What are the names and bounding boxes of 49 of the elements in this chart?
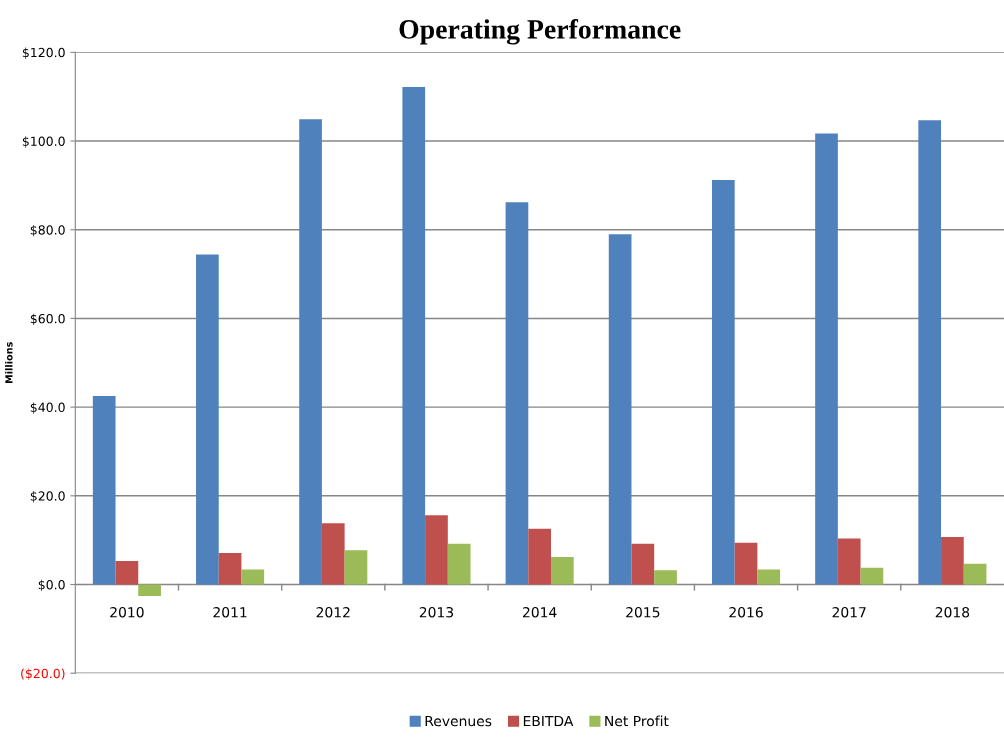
bar [918,120,942,585]
bar [837,538,861,585]
bar [344,550,368,585]
bar [711,180,735,585]
x-tick-label: 2018 [935,606,970,618]
bar [860,567,884,585]
bar [757,569,781,585]
bar [631,543,655,585]
y-tick-label: $40.0 [30,402,65,414]
bar [447,543,471,585]
x-tick-label: 2016 [729,606,763,618]
bar [425,515,448,585]
bar [815,133,838,585]
chart-title: Operating Performance [399,18,681,45]
legend-label: EBITDA [523,715,574,727]
bar [528,528,551,585]
x-tick-label: 2012 [316,606,350,618]
bar [734,542,758,585]
bar [218,553,242,585]
x-tick-label: 2014 [522,606,557,618]
y-tick-label: $120.0 [22,47,65,59]
legend-label: Revenues [425,715,492,727]
bar [321,523,345,585]
y-tick-label: $20.0 [30,491,65,503]
bar [138,584,161,597]
y-tick-label: $0.0 [38,579,65,592]
bar [241,569,265,585]
y-axis-title: Millions [5,342,13,384]
bar [551,557,574,585]
legend-label: Net Profit [605,715,669,727]
bar [654,570,677,585]
y-tick-label: $80.0 [30,224,65,237]
bar [963,563,987,585]
x-tick-label: 2015 [626,606,660,618]
x-tick-label: 2011 [213,606,247,618]
bar [299,119,322,585]
y-tick-label: $60.0 [30,313,65,326]
bar [196,254,219,585]
x-tick-label: 2010 [110,606,144,618]
y-tick-label: $100.0 [22,136,65,148]
x-tick-label: 2013 [419,606,454,618]
y-tick-label: ($20.0) [21,668,65,680]
x-tick-label: 2017 [832,606,866,618]
bar [608,234,632,585]
bar [92,396,116,585]
bar [402,86,426,585]
bar [505,202,529,585]
bar [941,537,964,585]
bar [115,561,139,585]
